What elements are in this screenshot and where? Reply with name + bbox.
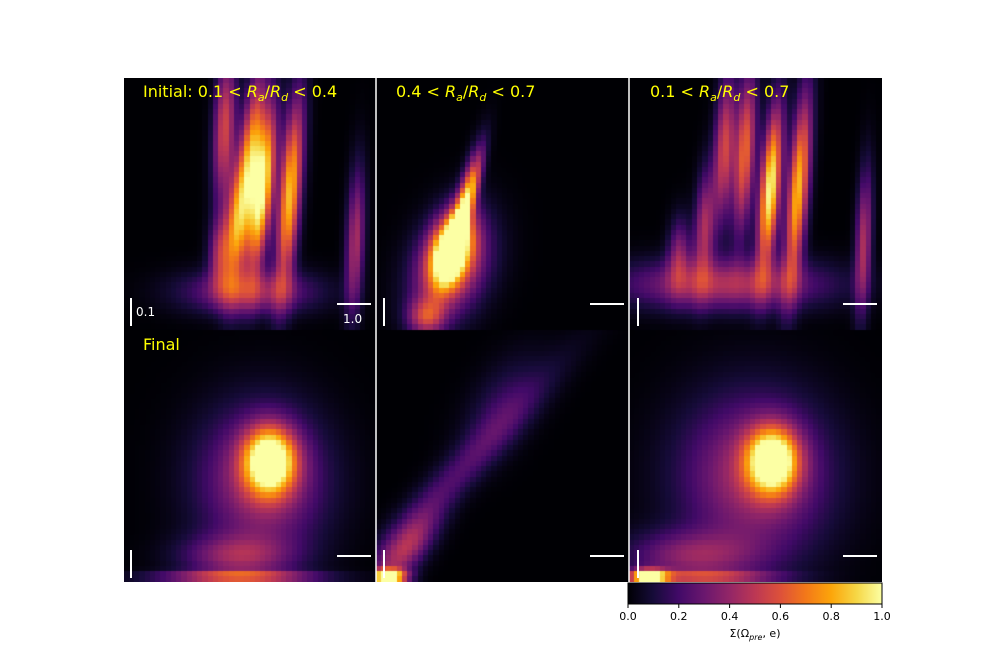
colorbar-tick-label: 0.0 bbox=[619, 610, 637, 623]
heatmap-panel-3 bbox=[629, 78, 882, 582]
scale-label-horizontal: 1.0 bbox=[343, 312, 362, 326]
panel-title-1: Initial: 0.1 < Ra/Rd < 0.4 bbox=[143, 82, 337, 104]
colorbar-tick-label: 1.0 bbox=[873, 610, 891, 623]
panel-title-3: 0.1 < Ra/Rd < 0.7 bbox=[650, 82, 789, 104]
colorbar-tick-label: 0.8 bbox=[822, 610, 840, 623]
panel-title-2: 0.4 < Ra/Rd < 0.7 bbox=[396, 82, 535, 104]
heatmap-panel-1 bbox=[124, 78, 376, 582]
colorbar-tick-label: 0.6 bbox=[772, 610, 790, 623]
colorbar-tick-label: 0.2 bbox=[670, 610, 688, 623]
colorbar-label: Σ(Ωpre, e) bbox=[729, 627, 780, 642]
colorbar-ticks: 0.0 0.2 0.4 0.6 0.8 1.0 bbox=[619, 604, 891, 623]
colorbar bbox=[627, 582, 883, 605]
colorbar-tick-label: 0.4 bbox=[721, 610, 739, 623]
scale-label-vertical: 0.1 bbox=[136, 305, 155, 319]
heatmap-panel-2 bbox=[376, 78, 629, 582]
row-label-final: Final bbox=[143, 335, 180, 354]
